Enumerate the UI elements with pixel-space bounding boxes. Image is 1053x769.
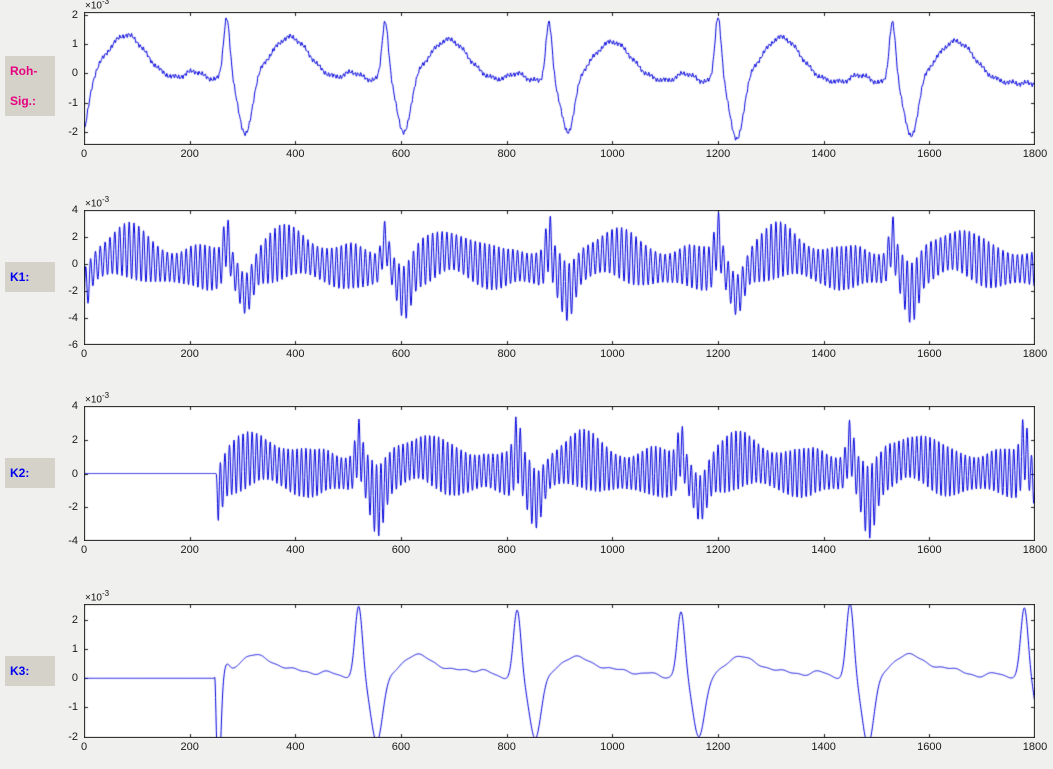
label-line: Sig.: <box>10 94 36 108</box>
y-tick-label: 2 <box>71 231 78 243</box>
x-tick-label: 400 <box>286 544 305 556</box>
x-tick-label: 0 <box>80 148 88 160</box>
plot-k1: ×10-3 0 200 400 600 800 1000 1200 1400 1600 1800 -… <box>68 195 1047 360</box>
y-tick-label: -4 <box>68 312 78 324</box>
x-tick-label: 1600 <box>917 348 942 360</box>
y-tick-label: -2 <box>68 501 78 514</box>
plot-k3: ×10-3 0 200 400 600 800 1000 1200 1400 1600 1800 -… <box>68 589 1047 753</box>
x-tick-label: 1400 <box>811 544 836 556</box>
plot-canvas-k2 <box>84 406 1035 541</box>
x-tick-label: 200 <box>180 148 199 160</box>
x-tick-label: 0 <box>80 741 88 753</box>
x-tick-label: 1000 <box>600 544 625 556</box>
x-tick-label: 1400 <box>811 348 836 360</box>
signal-label-roh-sig: Roh- Sig.: <box>5 56 55 116</box>
x-tick-label: 600 <box>391 741 411 753</box>
x-tick-label: 1200 <box>705 544 731 556</box>
x-tick-label: 1000 <box>600 148 625 160</box>
x-tick-label: 1800 <box>1022 544 1048 556</box>
plot-canvas-k1 <box>84 210 1035 345</box>
y-tick-label: -6 <box>68 339 78 351</box>
y-tick-label: 0 <box>71 467 78 480</box>
x-tick-label: 800 <box>497 544 516 556</box>
signal-label-k3: K3: <box>5 656 55 686</box>
plot-canvas-k3 <box>84 604 1035 738</box>
y-tick-label: -2 <box>68 285 78 297</box>
x-tick-label: 1000 <box>600 348 625 360</box>
x-tick-label: 600 <box>391 148 411 160</box>
x-tick-label: 1000 <box>600 741 625 753</box>
y-tick-label: -2 <box>68 730 78 743</box>
y-tick-label: -4 <box>68 535 78 547</box>
x-tick-label: 0 <box>80 348 88 360</box>
label-line: Roh- <box>10 64 38 78</box>
x-tick-label: 200 <box>180 544 199 556</box>
y-tick-label: -2 <box>68 125 78 138</box>
x-tick-label: 1800 <box>1022 741 1048 753</box>
plot-canvas-roh-sig <box>84 12 1035 145</box>
label-line: K2: <box>10 466 30 480</box>
x-tick-label: 1200 <box>705 348 731 360</box>
x-tick-label: 800 <box>497 741 516 753</box>
x-tick-label: 400 <box>286 148 305 160</box>
label-line: K1: <box>10 270 30 284</box>
x-tick-label: 1800 <box>1022 348 1048 360</box>
y-axis-exponent: ×10-3 <box>85 390 110 405</box>
x-tick-label: 800 <box>497 348 516 360</box>
x-tick-label: 1400 <box>811 741 836 753</box>
x-tick-label: 1600 <box>917 544 942 556</box>
x-tick-label: 1800 <box>1022 148 1048 160</box>
y-tick-label: 2 <box>71 433 78 446</box>
x-tick-label: 200 <box>180 348 199 360</box>
y-axis-exponent: ×10-3 <box>85 588 110 603</box>
y-axis-exponent: ×10-3 <box>85 194 110 209</box>
y-tick-label: 2 <box>71 614 78 627</box>
x-tick-label: 200 <box>180 741 199 753</box>
y-tick-label: 0 <box>71 672 78 685</box>
y-axis-exponent: ×10-3 <box>85 0 110 11</box>
x-tick-label: 1600 <box>917 741 942 753</box>
signal-label-k2: K2: <box>5 458 55 488</box>
y-tick-label: 1 <box>71 38 78 51</box>
plot-roh-sig: ×10-3 0 200 400 600 800 1000 1200 1400 1600 1800 -… <box>68 0 1047 160</box>
x-tick-label: 400 <box>286 348 305 360</box>
x-tick-label: 600 <box>391 544 411 556</box>
y-tick-label: -1 <box>68 701 78 714</box>
y-tick-label: 4 <box>71 204 78 216</box>
x-tick-label: 1600 <box>917 148 942 160</box>
x-tick-label: 1400 <box>811 148 836 160</box>
label-line: K3: <box>10 664 30 678</box>
x-tick-label: 400 <box>286 741 305 753</box>
y-tick-label: 0 <box>71 258 78 270</box>
y-tick-label: -1 <box>68 96 78 109</box>
x-tick-label: 1200 <box>705 741 731 753</box>
y-tick-label: 0 <box>71 67 78 80</box>
y-tick-label: 1 <box>71 643 78 656</box>
plot-k2: ×10-3 0 200 400 600 800 1000 1200 1400 1600 1800 -… <box>68 391 1047 556</box>
y-tick-label: 2 <box>71 8 78 21</box>
y-tick-label: 4 <box>71 400 78 412</box>
signal-label-k1: K1: <box>5 262 55 292</box>
x-tick-label: 600 <box>391 348 411 360</box>
x-tick-label: 800 <box>497 148 516 160</box>
x-tick-label: 0 <box>80 544 88 556</box>
x-tick-label: 1200 <box>705 148 731 160</box>
